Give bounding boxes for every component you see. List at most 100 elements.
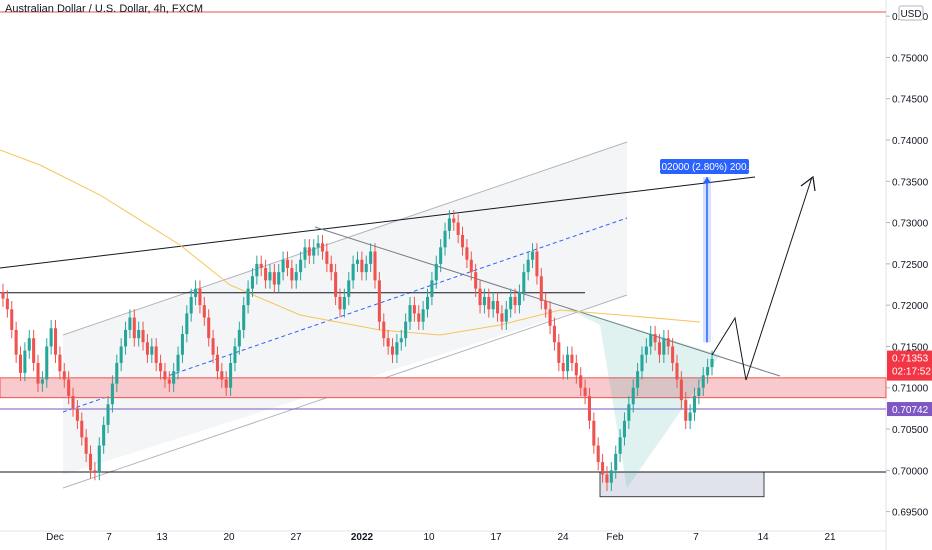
x-tick-label: 7 [106,532,112,543]
candle [215,346,219,380]
candle [67,371,71,405]
candle-body [207,317,211,339]
candle-body [404,321,408,339]
x-tick-label: 14 [757,532,769,543]
candle [32,329,36,372]
candle-body [18,354,23,373]
candle-body [110,383,114,405]
candle-body [97,445,101,472]
candle [434,255,438,289]
candle [220,362,224,388]
candle [574,354,578,384]
candle [268,263,272,289]
candle-body [137,329,141,339]
candle [93,462,97,481]
candle [154,338,158,372]
candle-body [145,342,149,355]
candle-body [237,329,241,347]
candle [631,379,635,413]
candle [299,251,303,281]
x-tick-label: 10 [423,532,435,543]
candle-body [522,272,526,293]
candle [23,342,27,382]
candle-body [71,396,75,409]
candle-body [229,362,233,388]
countdown-label: 02:17:52 [892,367,931,378]
candle-body [627,404,631,421]
candle [491,292,495,318]
candle-body [373,251,377,281]
candle [500,305,504,330]
candle [496,292,500,322]
candle [386,329,390,355]
candle-body [557,342,561,363]
candle-body [58,354,62,372]
candle [128,309,132,339]
candle [649,325,653,355]
candle-body [246,288,250,306]
candle [583,379,587,405]
candle [264,259,268,289]
candle-body [259,263,263,268]
candle [211,329,215,363]
candle-body [316,243,320,248]
level-price-tag [887,402,932,417]
candle [106,396,110,434]
candle [614,445,618,479]
projection-path [711,176,813,381]
candle-body [202,305,206,318]
y-tick-label: 0.71000 [892,384,929,395]
candle-body [272,272,276,285]
candle [509,288,513,318]
candle-body [194,288,198,297]
candle [246,280,250,314]
candle [329,255,333,281]
candle [124,321,128,355]
candle-body [666,338,670,347]
bottom-box [599,471,765,498]
candle-body [706,367,710,376]
candle-body [592,420,596,446]
candle [290,259,294,289]
candle [395,334,399,363]
candle-body [277,272,281,285]
candle [255,255,259,285]
candle [706,358,710,384]
candle-body [189,296,193,314]
y-tick-label: 0.72000 [892,301,929,312]
candle-body [653,334,657,343]
candle [544,292,548,318]
candle [570,346,574,372]
candle-body [688,412,692,421]
candle-body [290,268,294,281]
candle [312,239,316,264]
candle [526,251,530,281]
currency-button[interactable] [898,5,924,21]
candle-body [474,272,478,289]
candle-body [338,296,342,310]
candle [167,371,171,392]
pattern-fill [560,305,720,488]
candle-body [622,420,627,438]
candle [307,239,311,264]
candle-body [377,280,381,322]
candle-body [84,437,88,454]
candle-body [570,354,574,363]
candle [132,309,136,347]
candle [259,255,263,277]
candle [115,354,119,392]
candle [224,371,228,396]
candle [5,290,9,318]
candle-body [535,251,539,277]
moving-average-line [0,149,701,336]
candle [657,334,662,363]
candle-body [176,354,180,372]
y-tick-label: 0.75000 [892,53,929,64]
y-tick-label: 0.72500 [892,260,929,271]
candle [443,222,447,256]
candle [58,346,62,380]
candle [561,354,565,380]
candle [684,391,688,430]
candle [474,263,478,297]
